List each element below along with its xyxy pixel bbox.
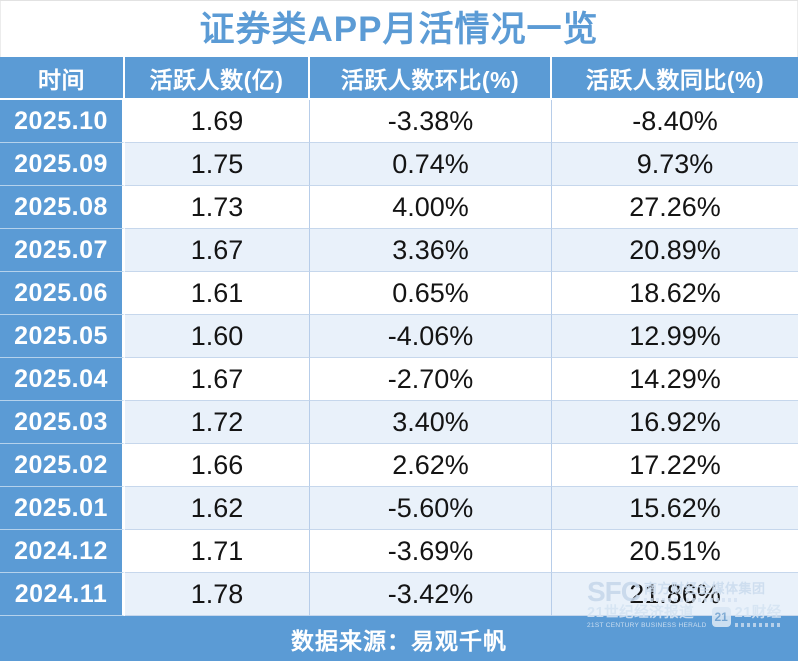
table-row: 2024.11 1.78 -3.42% 21.86% xyxy=(0,573,798,616)
cell-date: 2025.08 xyxy=(0,186,125,229)
cell-value: 15.62% xyxy=(552,487,798,530)
table-row: 2025.05 1.60 -4.06% 12.99% xyxy=(0,315,798,358)
cell-value: 20.51% xyxy=(552,530,798,573)
cell-date: 2024.12 xyxy=(0,530,125,573)
cell-value: 17.22% xyxy=(552,444,798,487)
cell-value: -2.70% xyxy=(310,358,552,401)
table-row: 2025.08 1.73 4.00% 27.26% xyxy=(0,186,798,229)
cell-value: 1.61 xyxy=(125,272,310,315)
cell-value: 1.62 xyxy=(125,487,310,530)
table-header-row: 时间 活跃人数(亿) 活跃人数环比(%) 活跃人数同比(%) xyxy=(0,57,798,100)
table-row: 2025.04 1.67 -2.70% 14.29% xyxy=(0,358,798,401)
table-row: 2025.03 1.72 3.40% 16.92% xyxy=(0,401,798,444)
column-header-yoy: 活跃人数同比(%) xyxy=(552,57,798,100)
cell-value: -3.38% xyxy=(310,100,552,143)
cell-value: 1.67 xyxy=(125,229,310,272)
table-row: 2025.06 1.61 0.65% 18.62% xyxy=(0,272,798,315)
table-row: 2025.10 1.69 -3.38% -8.40% xyxy=(0,100,798,143)
table-body: 2025.10 1.69 -3.38% -8.40% 2025.09 1.75 0.74% 9… xyxy=(0,100,798,616)
cell-value: 3.36% xyxy=(310,229,552,272)
table-row: 2025.09 1.75 0.74% 9.73% xyxy=(0,143,798,186)
cell-date: 2025.01 xyxy=(0,487,125,530)
table-row: 2025.02 1.66 2.62% 17.22% xyxy=(0,444,798,487)
cell-date: 2025.02 xyxy=(0,444,125,487)
table-row: 2024.12 1.71 -3.69% 20.51% xyxy=(0,530,798,573)
cell-value: 0.74% xyxy=(310,143,552,186)
table-row: 2025.07 1.67 3.36% 20.89% xyxy=(0,229,798,272)
cell-value: 1.78 xyxy=(125,573,310,616)
cell-value: 3.40% xyxy=(310,401,552,444)
cell-value: 1.60 xyxy=(125,315,310,358)
cell-value: 16.92% xyxy=(552,401,798,444)
cell-date: 2025.09 xyxy=(0,143,125,186)
source-label: 数据来源：易观千帆 xyxy=(291,627,507,654)
cell-date: 2025.07 xyxy=(0,229,125,272)
cell-value: 2.62% xyxy=(310,444,552,487)
cell-value: -5.60% xyxy=(310,487,552,530)
cell-value: -4.06% xyxy=(310,315,552,358)
cell-value: 14.29% xyxy=(552,358,798,401)
cell-date: 2025.10 xyxy=(0,100,125,143)
cell-value: 1.69 xyxy=(125,100,310,143)
mau-table: 时间 活跃人数(亿) 活跃人数环比(%) 活跃人数同比(%) 2025.10 1.… xyxy=(0,57,798,616)
cell-value: 12.99% xyxy=(552,315,798,358)
cell-value: 27.26% xyxy=(552,186,798,229)
cell-value: 1.67 xyxy=(125,358,310,401)
cell-value: -3.42% xyxy=(310,573,552,616)
cell-value: 21.86% xyxy=(552,573,798,616)
table-row: 2025.01 1.62 -5.60% 15.62% xyxy=(0,487,798,530)
cell-date: 2025.04 xyxy=(0,358,125,401)
cell-value: 1.72 xyxy=(125,401,310,444)
cell-value: 1.75 xyxy=(125,143,310,186)
cell-value: 4.00% xyxy=(310,186,552,229)
column-header-mom: 活跃人数环比(%) xyxy=(310,57,552,100)
column-header-active-users: 活跃人数(亿) xyxy=(125,57,310,100)
cell-value: 1.66 xyxy=(125,444,310,487)
cell-date: 2025.03 xyxy=(0,401,125,444)
cell-date: 2025.06 xyxy=(0,272,125,315)
cell-value: 1.73 xyxy=(125,186,310,229)
source-footer: 数据来源：易观千帆 xyxy=(0,616,798,661)
cell-date: 2024.11 xyxy=(0,573,125,616)
cell-value: -8.40% xyxy=(552,100,798,143)
cell-date: 2025.05 xyxy=(0,315,125,358)
column-header-time: 时间 xyxy=(0,57,125,100)
cell-value: 20.89% xyxy=(552,229,798,272)
cell-value: 9.73% xyxy=(552,143,798,186)
cell-value: 1.71 xyxy=(125,530,310,573)
cell-value: -3.69% xyxy=(310,530,552,573)
page-title: 证券类APP月活情况一览 xyxy=(199,10,599,49)
cell-value: 0.65% xyxy=(310,272,552,315)
cell-value: 18.62% xyxy=(552,272,798,315)
